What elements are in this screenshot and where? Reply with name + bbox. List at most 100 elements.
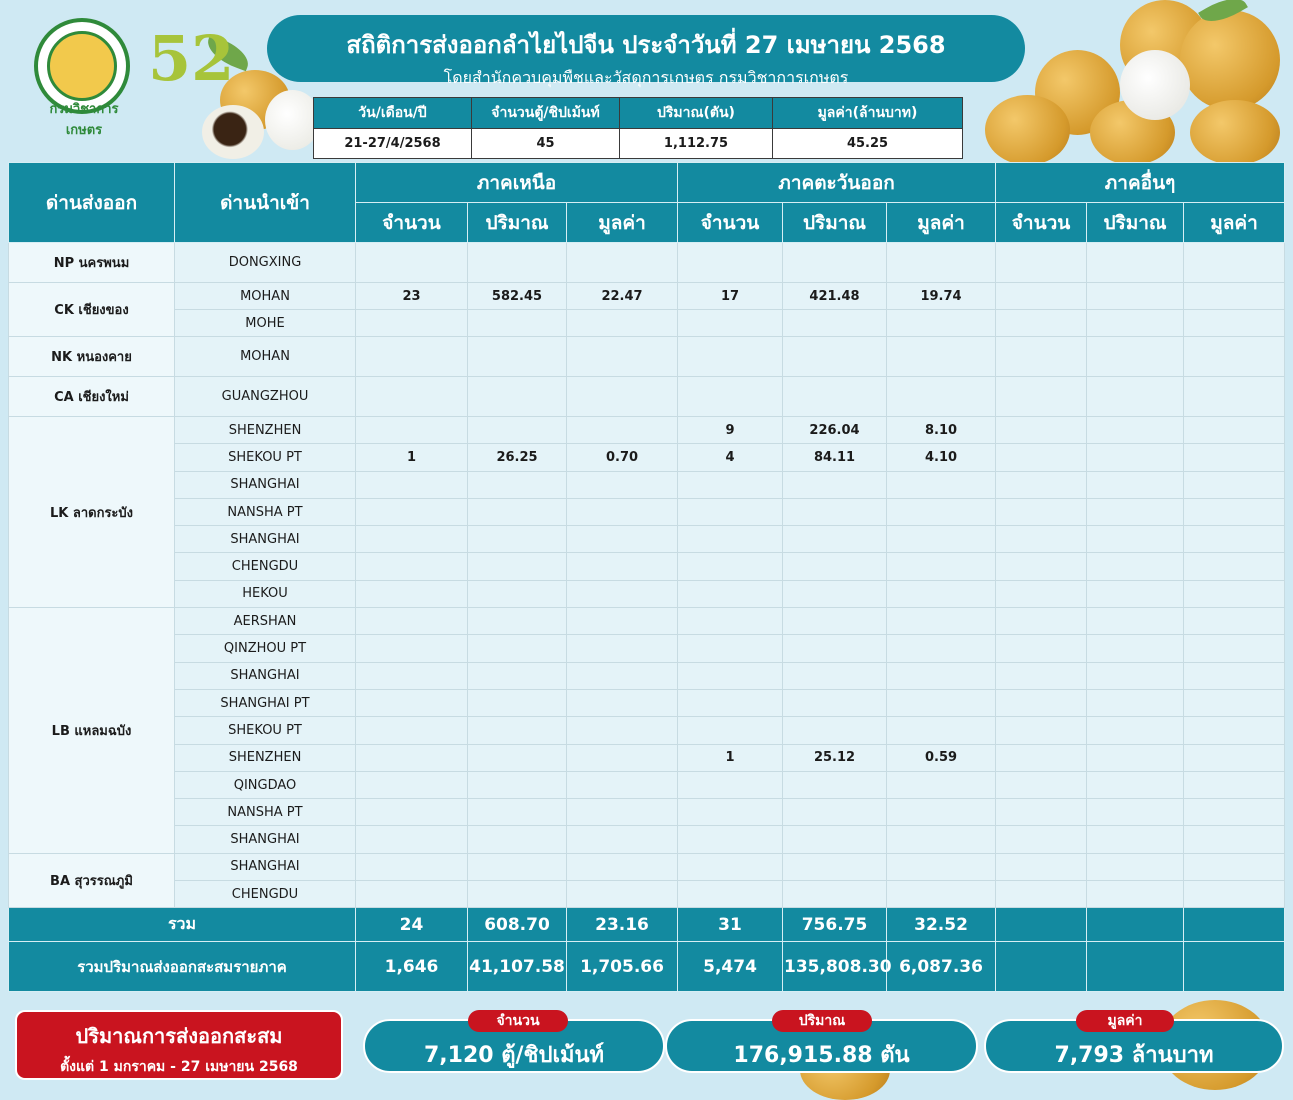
cell-other-volume: [1086, 825, 1185, 854]
total-north-count: 24: [355, 907, 468, 943]
export-port-name: NK หนองคาย: [8, 336, 175, 377]
subheader-east-volume: ปริมาณ: [782, 202, 888, 243]
header-region-other: ภาคอื่นๆ: [995, 162, 1286, 203]
cumulative-label: รวมปริมาณส่งออกสะสมรายภาค: [8, 941, 356, 993]
total-other-volume: [1086, 907, 1185, 943]
cell-north-value: [565, 716, 679, 745]
cell-other-value: [1183, 525, 1286, 554]
cell-north-volume: [467, 525, 567, 554]
summary-value: 45.25: [772, 128, 963, 159]
cell-east-value: [886, 607, 997, 636]
cell-east-value: [886, 525, 997, 554]
cell-north-volume: [467, 661, 567, 690]
cell-east-count: [677, 852, 784, 882]
cell-north-volume: [467, 770, 567, 800]
cumulative-value-pill: 7,793 ล้านบาท: [984, 1019, 1284, 1073]
cell-other-volume: [1086, 443, 1185, 472]
cell-other-value: [1183, 336, 1286, 377]
cell-east-volume: [782, 716, 888, 745]
table-row: CA เชียงใหม่ GUANGZHOU: [8, 376, 1286, 417]
export-statistics-table: ด่านส่งออก ด่านนำเข้า ภาคเหนือ ภาคตะวันอ…: [8, 162, 1286, 993]
cell-north-volume: [467, 552, 567, 581]
cell-other-volume: [1086, 743, 1185, 772]
department-logo-text: กรมวิชาการเกษตร: [49, 102, 119, 138]
export-port-name: CK เชียงของ: [8, 282, 175, 337]
table-row: CHENGDU: [9, 552, 1286, 581]
cell-east-value: [886, 309, 997, 337]
cell-other-count: [995, 880, 1088, 909]
cell-north-value: [565, 661, 679, 690]
cumulative-banner: ปริมาณการส่งออกสะสม ตั้งแต่ 1 มกราคม - 2…: [15, 1010, 343, 1080]
cell-other-volume: [1086, 852, 1185, 882]
cell-north-value: [565, 770, 679, 800]
longan-decoration: [985, 95, 1070, 165]
cell-north-count: [355, 770, 468, 800]
cell-east-volume: [782, 470, 888, 499]
cell-east-volume: [782, 825, 888, 854]
cell-other-count: [995, 525, 1088, 554]
cell-north-count: [355, 661, 468, 690]
cell-other-value: [1183, 470, 1286, 499]
cell-north-value: [565, 688, 679, 718]
cell-north-volume: [467, 607, 567, 636]
cell-other-value: [1183, 415, 1286, 445]
peeled-longan-decoration: [265, 90, 320, 150]
table-row: BA สุวรรณภูมิ SHANGHAI: [8, 852, 1286, 909]
cell-north-count: [355, 880, 468, 909]
cell-north-volume: [467, 336, 567, 377]
cell-east-value: [886, 880, 997, 909]
header-import-port: ด่านนำเข้า: [174, 162, 356, 243]
cumulative-east-count: 5,474: [677, 941, 784, 993]
cell-other-count: [995, 242, 1088, 283]
table-row: CK เชียงของ MOHAN 23 582.45 22.47 17 421.48 19.…: [8, 282, 1286, 337]
cell-north-value: 22.47: [565, 282, 679, 310]
cell-other-value: [1183, 634, 1286, 663]
import-port-name: CHENGDU: [174, 552, 356, 581]
cell-north-volume: [467, 579, 567, 609]
cell-east-count: 1: [677, 743, 784, 772]
cell-east-volume: 421.48: [782, 282, 888, 310]
cell-north-value: [565, 825, 679, 854]
table-row: QINGDAO: [9, 770, 1286, 800]
cell-north-value: 0.70: [565, 443, 679, 472]
summary-count: 45: [471, 128, 620, 159]
cell-north-value: [565, 852, 679, 882]
cell-north-count: [355, 825, 468, 854]
import-port-name: SHANGHAI: [174, 661, 356, 690]
cell-other-volume: [1086, 336, 1185, 377]
import-port-name: SHEKOU PT: [174, 716, 356, 745]
import-port-name: SHENZHEN: [174, 743, 356, 772]
table-row: MOHE: [9, 309, 1286, 337]
subheader-other-count: จำนวน: [995, 202, 1088, 243]
cell-east-count: 17: [677, 282, 784, 310]
cumulative-other-volume: [1086, 941, 1185, 993]
cell-north-count: [355, 852, 468, 882]
cell-east-value: 4.10: [886, 443, 997, 472]
header-region-east: ภาคตะวันออก: [677, 162, 997, 203]
cell-east-value: [886, 825, 997, 854]
cell-east-value: [886, 470, 997, 499]
cell-north-volume: [467, 470, 567, 499]
cell-east-value: [886, 661, 997, 690]
cell-north-volume: [467, 716, 567, 745]
cell-north-value: [565, 634, 679, 663]
cell-other-volume: [1086, 634, 1185, 663]
cell-east-count: [677, 336, 784, 377]
emblem-icon: [47, 31, 117, 101]
summary-date: 21-27/4/2568: [313, 128, 472, 159]
cell-other-count: [995, 443, 1088, 472]
cumulative-value-tag: มูลค่า: [1076, 1010, 1174, 1032]
total-other-value: [1183, 907, 1286, 943]
cumulative-banner-title: ปริมาณการส่งออกสะสม: [75, 1024, 283, 1048]
cell-other-count: [995, 552, 1088, 581]
cell-other-value: [1183, 825, 1286, 854]
cell-other-volume: [1086, 770, 1185, 800]
cumulative-east-value: 6,087.36: [886, 941, 997, 993]
cell-other-count: [995, 798, 1088, 827]
subheader-north-volume: ปริมาณ: [467, 202, 567, 243]
cell-east-value: [886, 579, 997, 609]
cell-other-count: [995, 415, 1088, 445]
cell-other-volume: [1086, 376, 1185, 417]
cell-other-count: [995, 579, 1088, 609]
cell-east-count: [677, 716, 784, 745]
